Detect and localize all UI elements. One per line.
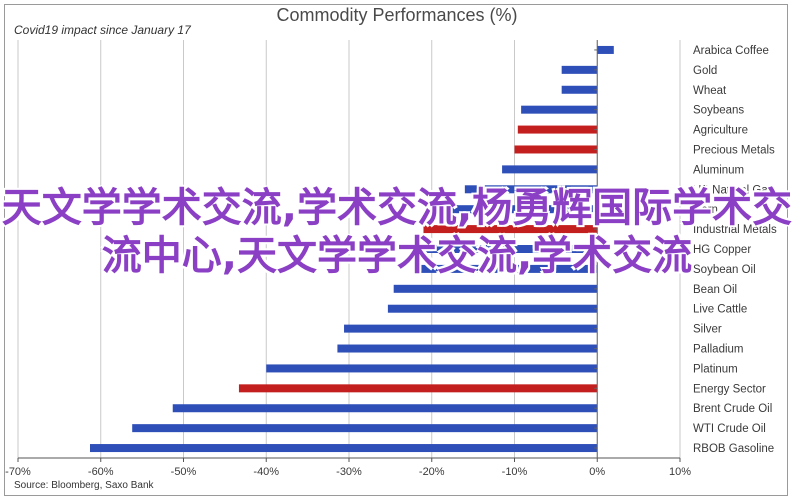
category-label: Arabica Coffee <box>693 45 769 57</box>
bar <box>502 165 598 174</box>
x-tick-label: -70% <box>5 466 31 478</box>
category-label: Energy Sector <box>693 383 766 395</box>
bar <box>521 105 598 114</box>
chart-frame <box>4 4 788 496</box>
category-label: Agriculture <box>693 125 748 137</box>
bar <box>514 145 598 154</box>
category-label: Soybean Oil <box>693 264 756 276</box>
category-label: Aluminum <box>693 164 744 176</box>
bar <box>417 245 598 253</box>
category-label: US Natural Gas <box>693 184 774 196</box>
bar <box>450 205 598 214</box>
category-label: Soybeans <box>693 105 744 117</box>
x-tick-label: -50% <box>171 466 197 478</box>
category-label: Corn <box>693 204 718 216</box>
x-tick-label: -20% <box>419 466 445 478</box>
category-label: Bean Oil <box>693 284 737 296</box>
bar <box>393 284 598 293</box>
category-label: Silver <box>693 324 722 336</box>
x-tick-label: -10% <box>502 466 528 478</box>
x-tick-label: 0% <box>589 466 605 478</box>
x-tick-label: 10% <box>669 466 691 478</box>
bar <box>423 225 598 234</box>
category-label: Platinum <box>693 363 738 375</box>
bar <box>266 364 598 373</box>
bar <box>464 185 598 194</box>
x-tick-label: -30% <box>336 466 362 478</box>
bar <box>416 264 598 273</box>
category-label: Gold <box>693 65 717 77</box>
bar <box>561 65 598 74</box>
category-label: Live Cattle <box>693 304 747 316</box>
category-label: Wheat <box>693 85 727 97</box>
bar <box>89 444 598 453</box>
category-label: HG Copper <box>693 244 751 256</box>
bar <box>517 125 598 134</box>
category-label: RBOB Gasoline <box>693 443 774 455</box>
category-label: WTI Crude Oil <box>693 423 766 435</box>
bar <box>172 404 598 413</box>
bar <box>238 384 598 393</box>
chart-title: Commodity Performances (%) <box>276 5 518 25</box>
category-label: Brent Crude Oil <box>693 403 772 415</box>
category-label: Precious Metals <box>693 144 775 156</box>
chart-source: Source: Bloomberg, Saxo Bank <box>14 480 154 491</box>
chart-subtitle: Covid19 impact since January 17 <box>14 23 191 37</box>
x-tick-label: -40% <box>253 466 279 478</box>
x-tick-label: -60% <box>88 466 114 478</box>
category-label: Palladium <box>693 344 744 356</box>
bar <box>387 304 598 313</box>
bar <box>132 424 598 433</box>
bar <box>337 344 598 353</box>
bar <box>597 45 614 54</box>
category-label: Industrial Metals <box>693 224 777 236</box>
bar <box>561 85 598 94</box>
bar <box>344 324 598 333</box>
